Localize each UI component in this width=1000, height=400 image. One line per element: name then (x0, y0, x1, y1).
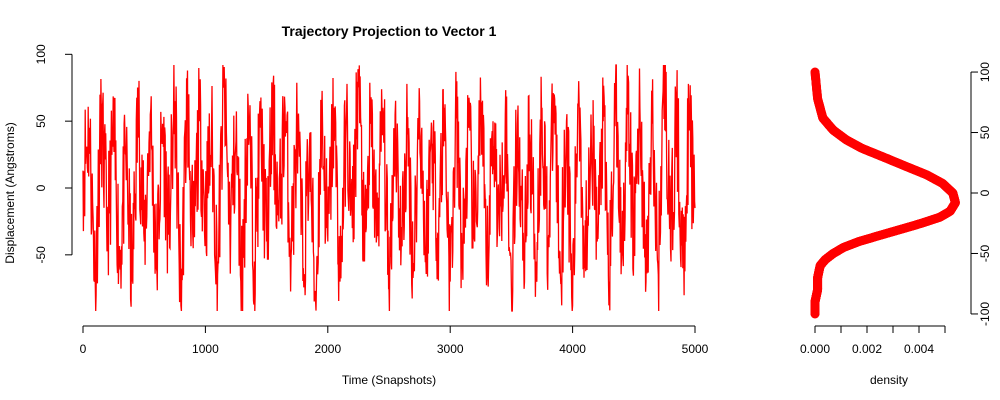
density-x-tick-label: 0.000 (800, 342, 830, 356)
density-plot: 0.000 0.002 0.004 -100 -50 0 50 100 (800, 62, 992, 356)
y-tick-label: -50 (34, 246, 48, 264)
x-axis-title: Time (Snapshots) (342, 373, 436, 387)
density-y-tick-label: -100 (978, 302, 992, 326)
y-tick-label: 0 (34, 184, 48, 191)
trajectory-series-line (82, 64, 696, 312)
x-tick-label: 5000 (682, 342, 709, 356)
trajectory-plot: 0 1000 2000 3000 4000 5000 -50 0 50 100 (34, 44, 709, 356)
density-x-tick-label: 0.002 (852, 342, 882, 356)
chart-title: Trajectory Projection to Vector 1 (282, 23, 497, 39)
density-x-tick-label: 0.004 (904, 342, 934, 356)
y-tick-label: 100 (34, 44, 48, 64)
density-y-tick-label: -50 (978, 244, 992, 262)
density-y-tick-label: 50 (978, 126, 992, 140)
x-tick-label: 1000 (192, 342, 219, 356)
x-tick-label: 4000 (559, 342, 586, 356)
density-series-points (810, 67, 960, 319)
density-point (810, 67, 820, 77)
y-tick-label: 50 (34, 114, 48, 128)
x-tick-label: 3000 (437, 342, 464, 356)
y-axis-title: Displacement (Angstroms) (3, 122, 17, 263)
density-x-axis-title: density (870, 373, 908, 387)
x-tick-label: 2000 (314, 342, 341, 356)
density-y-tick-label: 100 (978, 62, 992, 82)
x-tick-label: 0 (80, 342, 87, 356)
density-y-tick-label: 0 (978, 189, 992, 196)
